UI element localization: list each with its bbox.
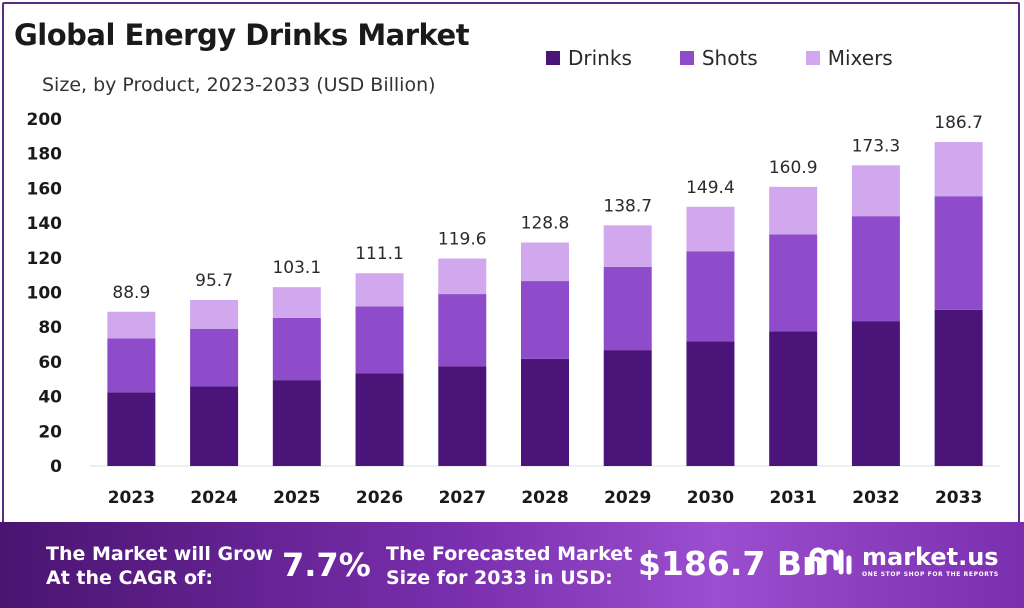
- y-tick-label: 180: [27, 145, 63, 165]
- x-tick-label: 2024: [190, 488, 237, 508]
- cagr-value: 7.7%: [282, 546, 371, 584]
- bar-shots-2025: [272, 317, 321, 381]
- bar-shots-2033: [934, 196, 983, 310]
- bar-shots-2027: [438, 294, 487, 367]
- x-tick-label: 2026: [356, 488, 403, 508]
- y-tick-label: 80: [38, 318, 62, 338]
- bar-mixers-2028: [521, 242, 569, 282]
- total-label: 149.4: [686, 178, 735, 198]
- bar-mixers-2026: [355, 273, 404, 307]
- bar-drinks-2024: [190, 386, 239, 466]
- cagr-label: The Market will Grow At the CAGR of:: [46, 543, 274, 589]
- x-tick-label: 2033: [935, 488, 982, 508]
- bar-shots-2031: [769, 234, 818, 332]
- forecast-label: The Forecasted Market Size for 2033 in U…: [386, 543, 633, 589]
- y-tick-label: 100: [27, 284, 63, 304]
- legend-item-shots: Shots: [679, 46, 758, 70]
- legend-label-mixers: Mixers: [827, 46, 893, 70]
- chart-title: Global Energy Drinks Market: [14, 18, 470, 52]
- x-tick-label: 2025: [273, 488, 320, 508]
- bar-drinks-2023: [107, 392, 156, 466]
- legend-swatch-shots: [679, 51, 694, 65]
- bar-shots-2026: [355, 306, 404, 374]
- bar-drinks-2029: [603, 350, 652, 466]
- chart-subtitle: Size, by Product, 2023-2033 (USD Billion…: [42, 74, 436, 96]
- bar-drinks-2031: [769, 331, 818, 466]
- total-label: 88.9: [112, 283, 150, 303]
- y-tick-label: 0: [50, 457, 62, 477]
- legend-swatch-mixers: [805, 51, 820, 65]
- legend-item-mixers: Mixers: [805, 46, 893, 70]
- footer-banner: The Market will Grow At the CAGR of: 7.7…: [0, 522, 1024, 608]
- x-tick-label: 2027: [439, 488, 486, 508]
- legend-swatch-drinks: [546, 51, 560, 65]
- bar-shots-2029: [603, 266, 652, 351]
- y-tick-label: 60: [38, 353, 62, 373]
- brand-logo: market.us ONE STOP SHOP FOR THE REPORTS: [808, 544, 999, 578]
- bar-mixers-2027: [438, 258, 487, 295]
- bar-drinks-2032: [851, 321, 900, 466]
- bar-drinks-2033: [934, 309, 983, 466]
- bar-drinks-2030: [686, 341, 735, 466]
- bar-drinks-2027: [438, 366, 487, 466]
- y-tick-label: 20: [38, 422, 62, 442]
- bar-shots-2032: [851, 216, 900, 322]
- bar-drinks-2026: [355, 373, 404, 466]
- legend-label-shots: Shots: [701, 46, 758, 70]
- bar-shots-2030: [686, 251, 735, 342]
- x-tick-label: 2031: [770, 488, 817, 508]
- bar-mixers-2033: [934, 142, 983, 197]
- x-tick-label: 2028: [521, 488, 568, 508]
- total-label: 173.3: [852, 136, 901, 156]
- y-tick-label: 40: [38, 388, 62, 408]
- bar-mixers-2024: [190, 299, 239, 329]
- bar-drinks-2025: [272, 380, 321, 466]
- legend-label-drinks: Drinks: [568, 46, 632, 70]
- total-label: 186.7: [934, 113, 983, 133]
- x-tick-label: 2029: [604, 488, 651, 508]
- bar-mixers-2025: [272, 287, 321, 318]
- bar-chart: 0 20 40 60 80 100 120 140 160 180 200 88.9 2023 95.7 2…: [27, 110, 1000, 508]
- bar-mixers-2029: [603, 225, 652, 267]
- x-tick-label: 2023: [108, 488, 155, 508]
- x-tick-label: 2030: [687, 488, 734, 508]
- total-label: 160.9: [769, 158, 818, 178]
- total-label: 95.7: [195, 271, 233, 291]
- bar-shots-2028: [521, 281, 569, 359]
- y-tick-label: 160: [27, 179, 63, 199]
- y-tick-label: 200: [27, 110, 63, 130]
- total-label: 111.1: [355, 244, 404, 264]
- forecast-value: $186.7 Bn: [638, 544, 826, 583]
- x-tick-label: 2032: [852, 488, 899, 508]
- legend-item-drinks: Drinks: [546, 46, 632, 70]
- bar-shots-2024: [190, 328, 239, 387]
- bar-mixers-2032: [851, 165, 900, 217]
- bar-mixers-2030: [686, 206, 735, 252]
- market-us-logo-icon: [809, 547, 852, 575]
- bar-shots-2023: [107, 338, 156, 393]
- total-label: 128.8: [521, 214, 570, 234]
- total-label: 103.1: [272, 258, 321, 278]
- brand-name: market.us: [862, 543, 999, 571]
- y-tick-label: 120: [27, 249, 63, 269]
- bar-mixers-2023: [107, 311, 156, 339]
- bar-mixers-2031: [769, 186, 818, 235]
- bar-drinks-2028: [521, 358, 569, 466]
- y-tick-label: 140: [27, 214, 63, 234]
- total-label: 138.7: [603, 196, 652, 216]
- brand-tagline: ONE STOP SHOP FOR THE REPORTS: [862, 571, 999, 578]
- total-label: 119.6: [438, 229, 487, 249]
- legend: Drinks Shots Mixers: [546, 46, 893, 70]
